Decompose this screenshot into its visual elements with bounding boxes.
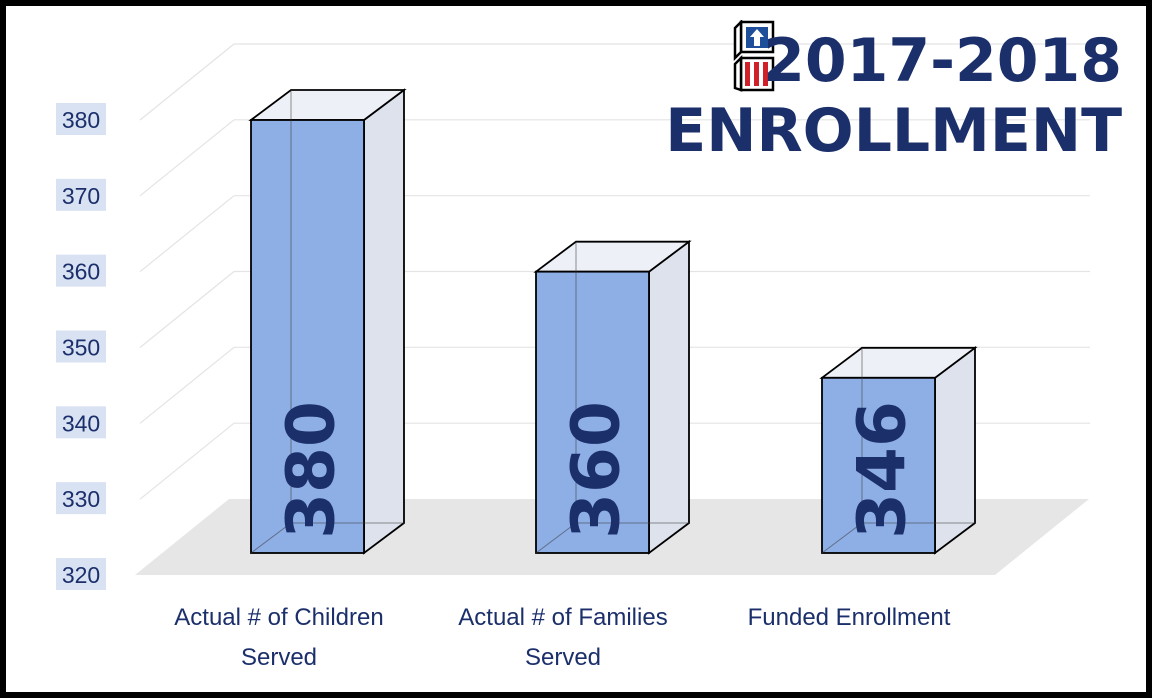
bar-front <box>250 119 365 554</box>
bar-front <box>821 376 936 554</box>
chart-title-line-2: ENROLLMENT <box>665 96 1122 166</box>
y-tick-label-bg <box>56 406 106 439</box>
category-label: Actual # of Families <box>458 604 667 631</box>
data-label: 380 <box>273 401 350 539</box>
bar-side <box>363 88 405 555</box>
y-tick-label: 360 <box>62 259 100 285</box>
category-label: Funded Enrollment <box>748 604 951 631</box>
gridline-side <box>139 271 235 348</box>
bars: 380 360 346 <box>248 88 978 555</box>
bar: 360 <box>533 239 692 555</box>
y-axis: 320 330 340 350 360 370 380 <box>56 103 106 590</box>
y-tick-label-bg <box>56 254 106 287</box>
y-tick-label-bg <box>56 178 106 211</box>
bar-back-edge <box>821 522 863 554</box>
chart-title-line-1: 2017-2018 <box>763 26 1122 96</box>
y-tick-label: 370 <box>62 183 100 209</box>
bar-side <box>648 239 690 555</box>
bar-side <box>934 346 976 555</box>
blocks-logo-icon <box>733 20 775 92</box>
bar: 346 <box>819 346 978 555</box>
y-tick-label: 320 <box>62 562 100 588</box>
y-tick-label-bg <box>56 330 106 363</box>
bar: 380 <box>248 88 407 555</box>
gridline-side <box>139 43 235 121</box>
gridline-side <box>139 422 235 500</box>
category-label: Served <box>241 644 317 671</box>
y-tick-label: 380 <box>62 107 100 133</box>
category-label: Actual # of Children <box>174 604 383 631</box>
gridline-side <box>139 119 235 197</box>
y-tick-label-bg <box>56 482 106 515</box>
y-tick-label-bg <box>56 103 106 135</box>
gridline-side <box>139 195 235 273</box>
data-label: 346 <box>844 401 921 539</box>
bar-back-edge <box>535 522 577 554</box>
y-tick-label: 340 <box>62 410 100 436</box>
gridline-side <box>139 346 235 424</box>
data-label: 360 <box>558 401 635 539</box>
x-axis: Actual # of Children Served Actual # of Fa… <box>174 604 950 671</box>
y-tick-label-bg <box>56 558 106 590</box>
category-label: Served <box>525 644 601 671</box>
bar-back-edge <box>250 522 292 554</box>
y-tick-label: 330 <box>62 486 100 512</box>
bar-front <box>535 270 650 554</box>
y-tick-label: 350 <box>62 335 100 361</box>
